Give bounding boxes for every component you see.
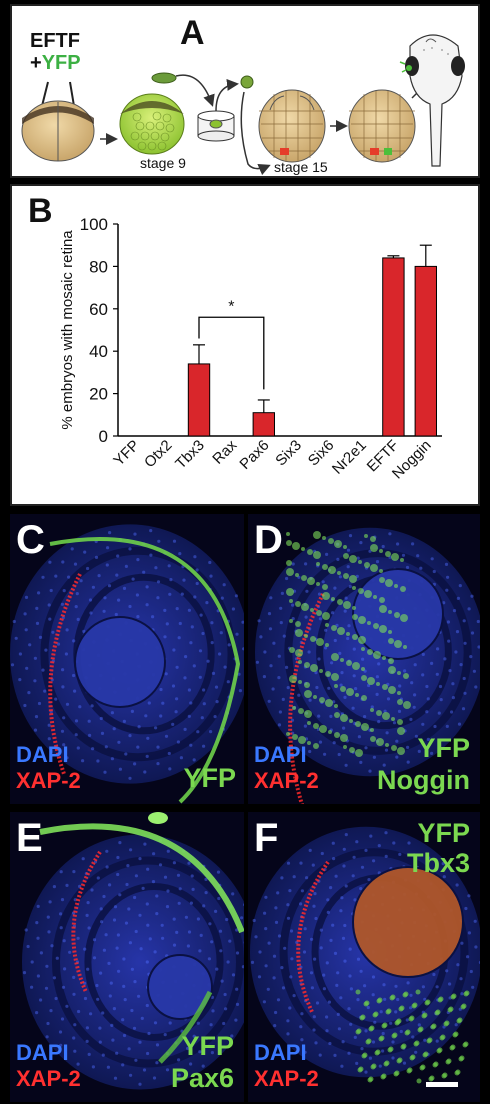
- dapi-label: DAPI: [16, 1040, 69, 1065]
- retina-image: [10, 524, 244, 804]
- panel-letter-f: F: [254, 816, 279, 860]
- stage15-label: stage 15: [274, 159, 328, 175]
- xap2-label: XAP-2: [254, 768, 319, 793]
- y-tick-label: 40: [89, 342, 108, 361]
- y-tick-label: 80: [89, 257, 108, 276]
- arrow-to-host: [240, 91, 271, 176]
- bar-tbx3: [187, 363, 211, 437]
- xap2-label: XAP-2: [254, 1066, 319, 1091]
- bar-pax6: [252, 412, 275, 437]
- panel-a-letter: A: [180, 14, 205, 52]
- dapi-label: DAPI: [16, 742, 69, 767]
- retina-image: [250, 826, 480, 1087]
- yfp-label: YFP: [417, 818, 470, 848]
- dapi-label: DAPI: [254, 1040, 307, 1065]
- micrograph-d: D DAPI XAP-2 YFP Noggin: [248, 514, 480, 804]
- injection-yfp: YFP: [41, 52, 81, 74]
- yfp-label: YFP: [181, 1031, 234, 1061]
- y-tick-label: 20: [89, 385, 108, 404]
- injection-eftf: EFTF: [30, 30, 80, 52]
- stage9-embryo: [119, 93, 185, 155]
- bar-eftf: [382, 257, 405, 437]
- yfp-label: YFP: [417, 733, 470, 763]
- injection-label: EFTF +YFP: [30, 30, 81, 74]
- y-tick-label: 60: [89, 300, 108, 319]
- x-tick-label-rax: Rax: [209, 436, 240, 467]
- bar-noggin: [414, 265, 437, 437]
- stage9-label: stage 9: [140, 155, 186, 171]
- x-tick-label-pax6: Pax6: [236, 437, 272, 473]
- panel-b-chart: B 0 20 40 60 80 100% embryos with mosaic reti…: [10, 184, 480, 506]
- y-tick-label: 100: [80, 215, 108, 234]
- needle-right: [69, 81, 75, 107]
- panel-letter-e: E: [16, 816, 43, 860]
- injection-plus: +: [30, 52, 42, 74]
- retina-image: [255, 527, 480, 804]
- dapi-label: DAPI: [254, 742, 307, 767]
- x-tick-label-nr2e1: Nr2e1: [329, 437, 370, 478]
- micrograph-e: E DAPI XAP-2 YFP Pax6: [10, 812, 244, 1102]
- construct-label: Noggin: [377, 765, 470, 795]
- x-tick-label-otx2: Otx2: [141, 437, 175, 471]
- panel-letter-d: D: [254, 518, 283, 562]
- two-cell-embryo: [21, 100, 95, 162]
- xap2-label: XAP-2: [16, 1066, 81, 1091]
- retina-image: [22, 812, 244, 1090]
- x-tick-label-six3: Six3: [272, 437, 305, 470]
- stage15-embryo-1: [258, 89, 326, 163]
- panel-a-schematic: A EFTF +YFP: [10, 4, 480, 178]
- x-tick-label-yfp: YFP: [110, 437, 143, 470]
- panel-letter-c: C: [16, 518, 45, 562]
- tadpole: [399, 34, 465, 167]
- injection-yfp-line: +YFP: [30, 52, 81, 74]
- panel-b-letter: B: [28, 192, 53, 230]
- construct-label: Pax6: [170, 1063, 234, 1093]
- significance-bracket: [198, 316, 265, 390]
- needle-left: [41, 81, 49, 107]
- explant-ball: [240, 75, 254, 89]
- y-axis-label: % embryos with mosaic retina: [59, 230, 76, 430]
- culture-dish: [197, 110, 235, 142]
- micrograph-f: F DAPI XAP-2 YFP Tbx3: [248, 812, 480, 1102]
- yfp-label: YFP: [183, 763, 236, 793]
- stage15-embryo-2: [348, 89, 416, 163]
- bar-chart: 0 20 40 60 80 100% embryos with mosaic retina…: [59, 215, 442, 482]
- explant-leaf: [151, 72, 177, 84]
- arrow-dish-out: [215, 78, 239, 112]
- y-tick-label: 0: [99, 427, 108, 446]
- schematic-drawing: stage 9 stage 15: [21, 34, 465, 176]
- xap2-label: XAP-2: [16, 768, 81, 793]
- construct-label: Tbx3: [406, 848, 470, 878]
- arrow-explant: [175, 74, 215, 107]
- micrograph-c: C DAPI XAP-2 YFP: [10, 514, 244, 804]
- significance-star: *: [228, 298, 234, 315]
- x-tick-label-tbx3: Tbx3: [172, 437, 208, 473]
